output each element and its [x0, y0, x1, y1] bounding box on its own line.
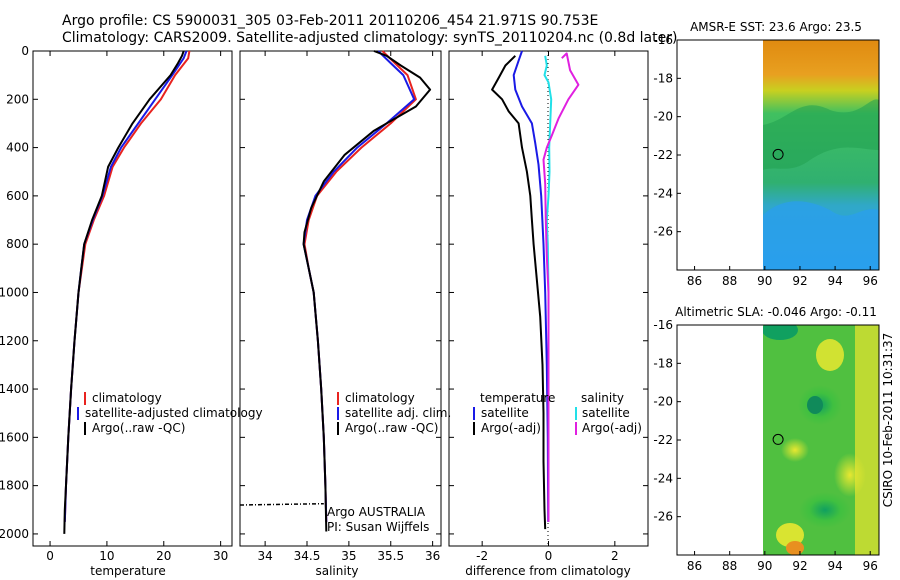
sla-map-panel: Altimetric SLA: -0.046 Argo: -0.11 86 88 9…: [653, 305, 880, 573]
difference-panel: -2 0 2 difference from climatology tempera…: [448, 50, 649, 578]
legend-satellite-label: satellite adj. clim.: [345, 406, 451, 420]
temperature-legend: climatology satellite-adjusted climatolo…: [77, 391, 263, 435]
x-tick-label: 36: [425, 549, 440, 563]
y-tick-label: -26: [653, 225, 673, 239]
legend-temperature-title: temperature: [480, 391, 555, 405]
temperature-panel: 0 10 20 30 0 200 400 600 800 1000 1200 1400 1600 1800…: [0, 44, 263, 578]
x-tick-label: 2: [611, 549, 619, 563]
float-annotation-line2: PI: Susan Wijffels: [327, 520, 429, 534]
x-tick-label: 30: [213, 549, 228, 563]
temperature-series-climatology: [63, 50, 191, 522]
argo-float-location-marker: [772, 433, 784, 445]
salinity-axes-frame: [239, 50, 442, 547]
y-tick-label: 0: [21, 44, 29, 58]
difference-series-temperature-satellite: [512, 50, 550, 522]
y-tick-label: 1600: [0, 430, 29, 444]
difference-series-salinity-argo: [542, 52, 580, 522]
y-tick-label: -16: [653, 318, 673, 332]
x-tick-label: 92: [792, 559, 807, 573]
x-tick-label: 92: [792, 274, 807, 288]
sst-map-title: AMSR-E SST: 23.6 Argo: 23.5: [690, 20, 862, 34]
y-tick-label: 800: [6, 237, 29, 251]
x-tick-label: 0: [545, 549, 553, 563]
x-tick-label: 90: [757, 559, 772, 573]
salinity-panel: 34 34.5 35 35.5 36 salinity climatology sate…: [239, 50, 451, 578]
y-tick-label: -20: [653, 395, 673, 409]
y-tick-label: -18: [653, 356, 673, 370]
salinity-series-climatology: [303, 50, 417, 522]
salinity-outlier-tail: [239, 502, 324, 506]
y-tick-label: 200: [6, 92, 29, 106]
x-tick-label: 35: [341, 549, 356, 563]
x-tick-label: 90: [757, 274, 772, 288]
x-tick-label: 86: [687, 559, 702, 573]
x-tick-label: 94: [827, 274, 842, 288]
argo-float-location-marker: [772, 148, 784, 160]
difference-series-temperature-argo: [491, 55, 547, 530]
x-tick-label: 35.5: [377, 549, 404, 563]
temperature-xlabel: temperature: [90, 564, 165, 578]
x-tick-label: 10: [99, 549, 114, 563]
y-tick-label: -24: [653, 186, 673, 200]
y-tick-label: 1000: [0, 285, 29, 299]
side-credit-label: CSIRO 10-Feb-2011 10:31:37: [881, 333, 895, 508]
legend-temp-satellite-label: satellite: [481, 406, 529, 420]
x-tick-label: 0: [46, 549, 54, 563]
y-tick-label: -18: [653, 71, 673, 85]
x-tick-label: 86: [687, 274, 702, 288]
y-tick-label: 1800: [0, 479, 29, 493]
x-tick-label: -2: [476, 549, 488, 563]
y-tick-label: 1200: [0, 334, 29, 348]
y-tick-label: -24: [653, 471, 673, 485]
legend-argo-label: Argo(..raw -QC): [92, 421, 185, 435]
y-tick-label: 2000: [0, 527, 29, 541]
temperature-series-satellite: [63, 50, 188, 522]
temperature-series-argo: [63, 50, 185, 534]
x-tick-label: 88: [722, 274, 737, 288]
sst-heatmap: [763, 40, 879, 270]
legend-sal-argo-label: Argo(-adj): [582, 421, 642, 435]
y-tick-label: -22: [653, 433, 673, 447]
x-tick-label: 34.5: [294, 549, 321, 563]
x-tick-label: 96: [863, 274, 878, 288]
salinity-legend: climatology satellite adj. clim. Argo(..…: [337, 391, 451, 435]
y-tick-label: -22: [653, 148, 673, 162]
figure-title-line1: Argo profile: CS 5900031_305 03-Feb-2011…: [62, 13, 599, 29]
legend-temp-argo-label: Argo(-adj): [481, 421, 541, 435]
sst-map-panel: AMSR-E SST: 23.6 Argo: 23.5 86 88 90 92 94 96…: [653, 20, 880, 288]
y-tick-label: -26: [653, 510, 673, 524]
y-tick-label: -16: [653, 33, 673, 47]
sla-heatmap: [763, 325, 879, 555]
float-annotation-line1: Argo AUSTRALIA: [327, 505, 426, 519]
salinity-series-argo: [302, 50, 432, 532]
legend-climatology-label: climatology: [92, 391, 162, 405]
salinity-xlabel: salinity: [315, 564, 358, 578]
figure-title-line2: Climatology: CARS2009. Satellite-adjuste…: [62, 30, 678, 46]
x-tick-label: 96: [863, 559, 878, 573]
legend-salinity-title: salinity: [581, 391, 624, 405]
difference-xlabel: difference from climatology: [465, 564, 631, 578]
x-tick-label: 88: [722, 559, 737, 573]
y-tick-label: 400: [6, 141, 29, 155]
y-tick-label: 1400: [0, 382, 29, 396]
sla-map-title: Altimetric SLA: -0.046 Argo: -0.11: [675, 305, 877, 319]
temperature-axes-frame: [32, 50, 233, 547]
x-tick-label: 20: [156, 549, 171, 563]
difference-series-salinity-satellite: [543, 55, 553, 522]
x-tick-label: 94: [827, 559, 842, 573]
y-tick-label: 600: [6, 189, 29, 203]
legend-satellite-label: satellite-adjusted climatology: [85, 406, 263, 420]
legend-argo-label: Argo(..raw -QC): [345, 421, 438, 435]
difference-legend: temperature satellite Argo(-adj) salinit…: [473, 391, 642, 435]
legend-climatology-label: climatology: [345, 391, 415, 405]
legend-sal-satellite-label: satellite: [582, 406, 630, 420]
salinity-series-satellite: [302, 50, 416, 522]
x-tick-label: 34: [257, 549, 272, 563]
y-tick-label: -20: [653, 110, 673, 124]
